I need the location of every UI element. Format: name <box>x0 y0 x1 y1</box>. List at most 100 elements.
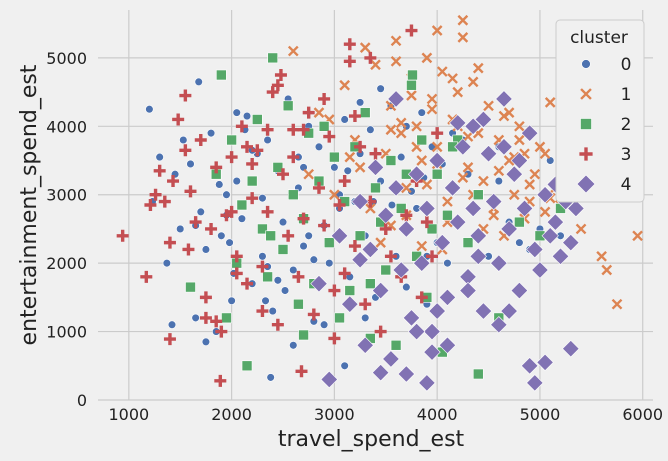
data-point <box>329 151 340 163</box>
data-point <box>309 255 318 264</box>
data-point <box>277 244 289 255</box>
data-point <box>601 264 613 276</box>
y-tick-label: 2000 <box>46 254 87 273</box>
data-point <box>310 275 328 293</box>
data-point <box>196 207 205 216</box>
data-point <box>191 313 200 323</box>
data-point <box>184 185 197 198</box>
data-point <box>457 172 469 183</box>
data-point <box>365 203 376 214</box>
data-point <box>273 276 283 285</box>
data-point <box>179 135 188 145</box>
data-point <box>395 127 407 139</box>
data-point <box>338 175 351 188</box>
data-point <box>514 216 525 228</box>
data-point <box>562 340 580 358</box>
data-point <box>539 206 551 218</box>
data-point <box>299 163 308 172</box>
legend-label: 1 <box>621 85 632 105</box>
data-point <box>222 190 231 199</box>
data-point <box>495 90 513 108</box>
data-point <box>411 120 422 132</box>
data-point <box>402 122 411 131</box>
data-point <box>443 259 452 268</box>
data-point <box>199 311 212 324</box>
data-point <box>417 108 426 117</box>
data-point <box>334 312 345 324</box>
data-point <box>406 90 417 101</box>
data-point <box>397 220 416 238</box>
data-point <box>402 309 421 327</box>
data-point <box>469 227 487 245</box>
data-point <box>153 164 166 177</box>
data-point <box>241 140 254 153</box>
data-point <box>575 223 587 235</box>
data-point <box>407 69 418 81</box>
data-point <box>232 108 241 117</box>
data-point <box>514 120 525 132</box>
data-point <box>454 138 472 156</box>
data-point <box>384 250 397 263</box>
data-point <box>293 298 304 310</box>
legend-marker <box>579 147 593 161</box>
legend-label: 2 <box>621 115 632 135</box>
legend-label: 3 <box>621 145 632 165</box>
data-point <box>371 363 390 382</box>
x-tick-label: 3000 <box>314 405 355 424</box>
data-point <box>431 127 444 140</box>
data-point <box>262 271 273 283</box>
data-point <box>536 186 554 204</box>
data-point <box>463 170 473 179</box>
data-point <box>416 155 428 166</box>
data-point <box>328 332 341 345</box>
data-point <box>405 24 418 37</box>
data-point <box>330 227 349 245</box>
data-point <box>428 151 446 170</box>
data-point <box>415 291 428 304</box>
data-point <box>515 199 534 218</box>
data-point <box>457 14 469 26</box>
x-tick-labels: 1000 2000 3000 4000 5000 6000 <box>108 405 663 424</box>
data-point <box>145 105 154 114</box>
data-point <box>246 192 259 205</box>
data-point <box>457 32 469 43</box>
data-point <box>407 187 416 196</box>
data-point <box>287 123 300 136</box>
data-point <box>596 250 607 262</box>
data-point <box>551 247 570 265</box>
data-point <box>265 230 276 242</box>
data-point <box>464 117 482 135</box>
data-point <box>370 59 381 71</box>
data-point <box>385 155 397 166</box>
data-point <box>413 254 431 272</box>
data-point <box>274 69 287 81</box>
data-point <box>176 224 185 234</box>
data-point <box>163 236 176 249</box>
data-point <box>287 189 299 201</box>
data-point <box>365 278 376 289</box>
data-point <box>351 192 369 211</box>
data-point <box>503 155 515 166</box>
data-point <box>167 175 180 188</box>
legend: cluster 0 1 2 3 4 <box>555 19 645 203</box>
data-point <box>416 134 428 146</box>
data-point <box>402 282 411 292</box>
data-point <box>282 229 295 242</box>
data-point <box>205 222 218 235</box>
data-point <box>407 165 426 183</box>
x-tick-label: 5000 <box>520 405 561 424</box>
data-point <box>544 97 556 108</box>
data-point <box>536 353 554 372</box>
data-point <box>421 179 433 190</box>
data-point <box>179 144 192 157</box>
data-point <box>318 92 331 105</box>
y-tick-label: 4000 <box>46 117 87 136</box>
data-point <box>426 223 438 235</box>
legend-marker <box>576 174 596 194</box>
data-point <box>210 315 223 328</box>
data-point <box>436 66 448 77</box>
data-point <box>299 241 308 251</box>
data-point <box>632 230 643 242</box>
data-point <box>467 76 479 88</box>
data-point <box>271 318 284 331</box>
